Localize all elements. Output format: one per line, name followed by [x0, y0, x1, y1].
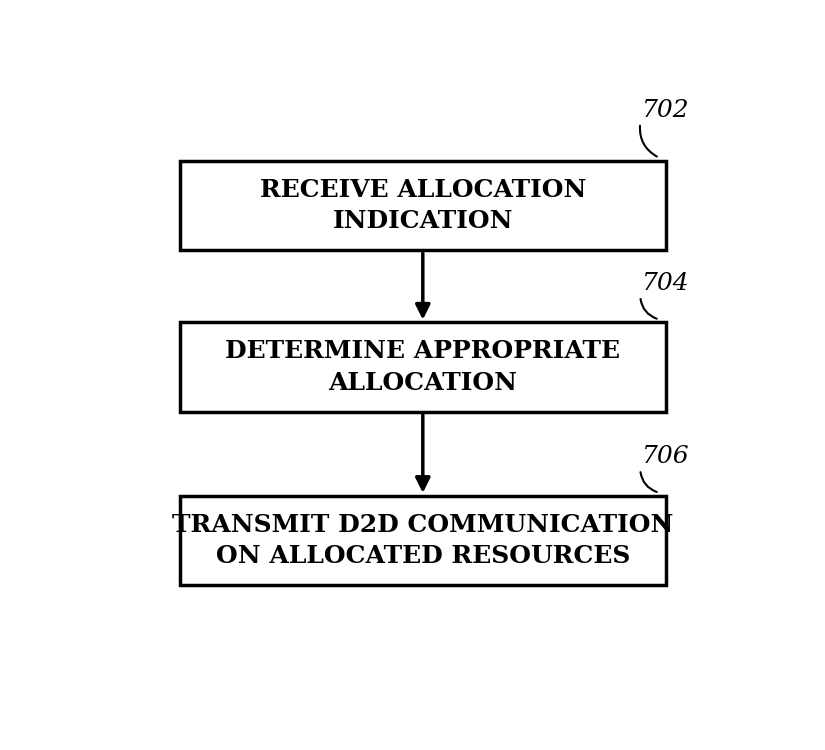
Text: DETERMINE APPROPRIATE
ALLOCATION: DETERMINE APPROPRIATE ALLOCATION [225, 340, 620, 395]
FancyBboxPatch shape [180, 496, 666, 585]
Text: RECEIVE ALLOCATION
INDICATION: RECEIVE ALLOCATION INDICATION [260, 178, 586, 233]
FancyBboxPatch shape [180, 160, 666, 250]
FancyBboxPatch shape [180, 322, 666, 412]
Text: 706: 706 [642, 446, 690, 468]
Text: 704: 704 [642, 272, 690, 295]
Text: TRANSMIT D2D COMMUNICATION
ON ALLOCATED RESOURCES: TRANSMIT D2D COMMUNICATION ON ALLOCATED … [172, 513, 673, 568]
Text: 702: 702 [642, 99, 690, 122]
